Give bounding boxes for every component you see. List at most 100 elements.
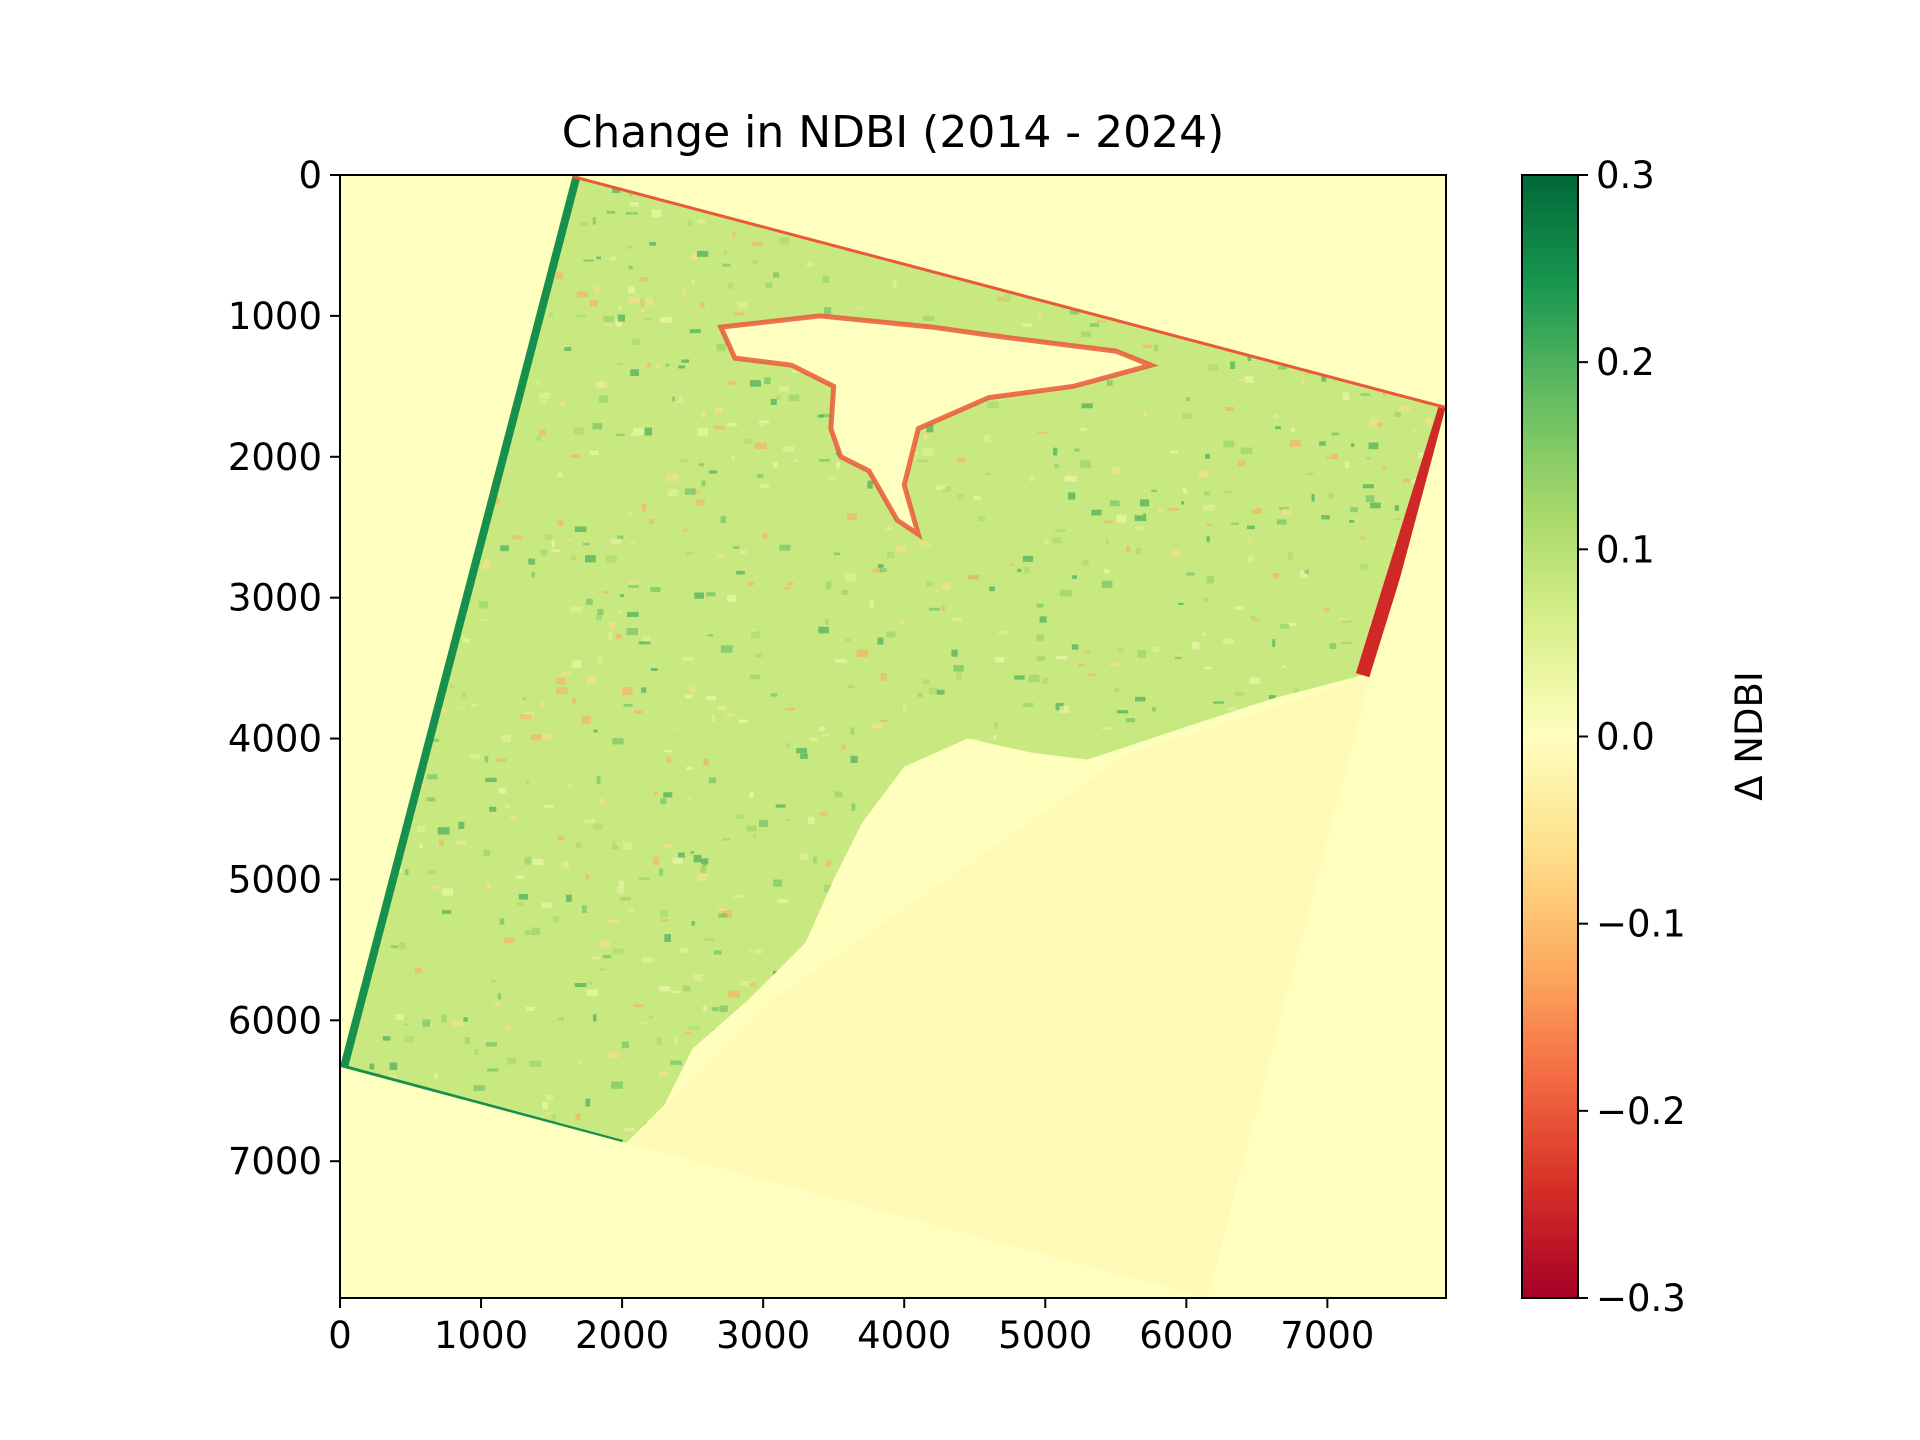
texture-speck (1064, 475, 1077, 482)
texture-speck (525, 1006, 535, 1011)
texture-speck (845, 572, 856, 581)
texture-speck (592, 423, 603, 430)
texture-speck (717, 907, 727, 911)
texture-speck (1068, 492, 1076, 500)
texture-speck (541, 902, 552, 908)
texture-speck (818, 726, 825, 732)
texture-speck (616, 886, 625, 894)
texture-speck (824, 884, 834, 893)
texture-speck (751, 631, 761, 638)
texture-speck (593, 729, 598, 733)
texture-speck (1394, 505, 1399, 511)
texture-speck (427, 774, 438, 780)
texture-speck (846, 513, 857, 520)
texture-speck (536, 381, 541, 386)
texture-speck (679, 947, 689, 953)
texture-speck (685, 694, 692, 699)
texture-speck (1425, 418, 1432, 425)
texture-speck (1152, 646, 1160, 652)
texture-speck (746, 825, 757, 832)
texture-speck (1074, 448, 1080, 452)
texture-speck (696, 499, 705, 506)
texture-speck (570, 606, 583, 613)
texture-speck (1276, 519, 1287, 525)
texture-speck (696, 873, 707, 882)
texture-speck (922, 448, 934, 456)
texture-speck (1240, 447, 1253, 455)
texture-speck (639, 277, 648, 282)
texture-speck (624, 1128, 636, 1132)
texture-speck (660, 798, 667, 805)
texture-speck (528, 558, 535, 565)
texture-speck (458, 821, 465, 829)
texture-speck (727, 422, 737, 427)
texture-speck (1023, 566, 1031, 574)
y-tick-label: 2000 (228, 436, 322, 479)
texture-speck (773, 272, 780, 278)
texture-speck (1290, 427, 1295, 432)
texture-speck (778, 386, 790, 392)
texture-speck (658, 1072, 668, 1077)
texture-speck (973, 496, 981, 500)
texture-speck (1305, 472, 1314, 475)
texture-speck (923, 433, 927, 441)
texture-speck (919, 540, 927, 546)
texture-speck (752, 834, 757, 838)
texture-speck (641, 503, 647, 512)
texture-speck (1182, 413, 1192, 419)
texture-speck (708, 470, 717, 474)
texture-speck (585, 1098, 591, 1107)
texture-speck (539, 701, 544, 707)
texture-speck (1069, 309, 1080, 315)
texture-speck (650, 587, 661, 592)
texture-speck (1360, 536, 1365, 540)
texture-speck (593, 1014, 597, 1022)
texture-speck (578, 1059, 583, 1066)
texture-speck (641, 687, 647, 693)
texture-speck (633, 427, 644, 435)
texture-speck (1321, 515, 1330, 520)
y-axis: 0 1000 2000 3000 4000 5000 6000 7000 (228, 154, 340, 1183)
texture-speck (608, 1052, 619, 1059)
texture-speck (540, 400, 547, 404)
texture-speck (666, 757, 671, 763)
texture-speck (1275, 426, 1281, 430)
texture-speck (557, 835, 565, 841)
texture-speck (438, 708, 447, 713)
texture-speck (793, 459, 799, 462)
texture-speck (824, 307, 832, 315)
texture-speck (558, 1017, 564, 1021)
texture-speck (1394, 518, 1401, 521)
texture-speck (1081, 403, 1093, 409)
texture-speck (825, 860, 832, 867)
texture-speck (1105, 539, 1109, 545)
texture-speck (575, 314, 586, 318)
texture-speck (599, 798, 605, 805)
colorbar-tick-label: −0.3 (1596, 1277, 1686, 1320)
texture-speck (779, 237, 789, 245)
texture-speck (880, 673, 887, 681)
texture-speck (1106, 380, 1113, 386)
water-body (720, 315, 1152, 535)
texture-speck (1126, 718, 1136, 723)
texture-speck (573, 427, 585, 435)
texture-speck (618, 306, 622, 310)
texture-speck (496, 758, 507, 763)
texture-speck (660, 910, 669, 918)
texture-speck (461, 693, 467, 698)
texture-speck (576, 291, 588, 298)
texture-speck (700, 866, 707, 873)
texture-speck (572, 697, 576, 704)
texture-speck (599, 968, 607, 971)
texture-speck (623, 842, 632, 850)
texture-speck (1072, 575, 1077, 579)
texture-speck (1250, 615, 1256, 620)
texture-speck (1293, 688, 1299, 693)
texture-speck (608, 919, 619, 923)
texture-speck (1089, 323, 1100, 327)
texture-speck (711, 1007, 719, 1012)
texture-speck (545, 534, 553, 540)
texture-speck (926, 581, 933, 587)
texture-speck (1304, 569, 1309, 574)
